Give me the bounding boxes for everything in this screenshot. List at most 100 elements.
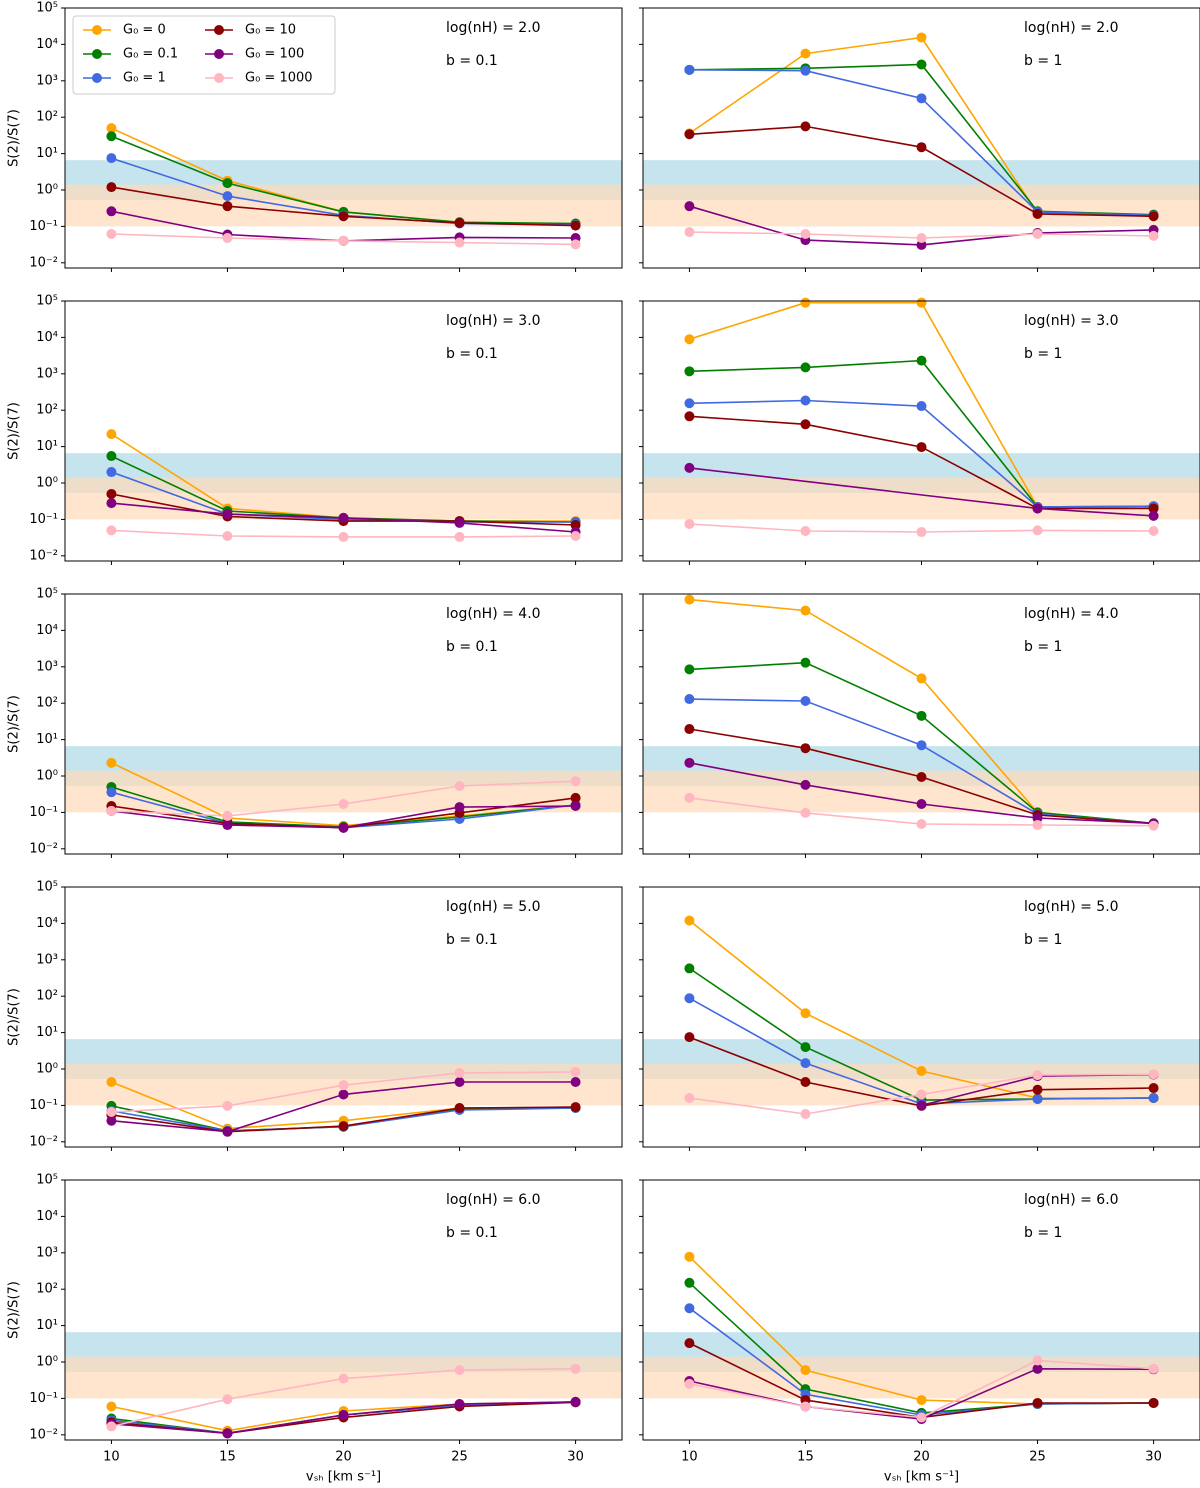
annotation: log(nH) = 6.0 bbox=[446, 1192, 541, 1208]
y-tick-label: 10³ bbox=[36, 659, 58, 674]
point bbox=[338, 211, 349, 222]
y-tick-label: 10² bbox=[36, 1282, 58, 1297]
y-tick-label: 10⁴ bbox=[36, 916, 58, 931]
point bbox=[800, 526, 811, 537]
point bbox=[1148, 1092, 1159, 1103]
annotation: log(nH) = 5.0 bbox=[446, 899, 541, 915]
point bbox=[454, 517, 465, 528]
point bbox=[684, 462, 695, 473]
point bbox=[684, 129, 695, 140]
point bbox=[800, 121, 811, 132]
point bbox=[454, 781, 465, 792]
point bbox=[570, 220, 581, 231]
point bbox=[454, 802, 465, 813]
annotation: log(nH) = 2.0 bbox=[1024, 20, 1119, 36]
annotation: b = 0.1 bbox=[446, 932, 498, 948]
point bbox=[570, 1076, 581, 1087]
point bbox=[916, 93, 927, 104]
y-tick-label: 10⁰ bbox=[36, 1062, 58, 1077]
point bbox=[916, 1395, 927, 1406]
point bbox=[222, 810, 233, 821]
legend-label: G₀ = 1 bbox=[123, 71, 166, 86]
point bbox=[684, 757, 695, 768]
y-tick-label: 10⁰ bbox=[36, 476, 58, 491]
point bbox=[1032, 813, 1043, 824]
point bbox=[800, 807, 811, 818]
panel: 10⁻² 10⁻¹ 10⁰ 10¹ 10² 10³ 10⁴ 10⁵ 10 15 20 25 30 vₛₕ … bbox=[7, 1173, 623, 1485]
point bbox=[916, 142, 927, 153]
annotation: log(nH) = 6.0 bbox=[1024, 1192, 1119, 1208]
point bbox=[1032, 1355, 1043, 1366]
point bbox=[916, 1100, 927, 1111]
x-tick-label: 25 bbox=[1029, 1450, 1046, 1465]
point bbox=[570, 520, 581, 531]
point bbox=[106, 429, 117, 440]
point bbox=[570, 531, 581, 542]
point bbox=[106, 1106, 117, 1117]
point bbox=[800, 228, 811, 239]
point bbox=[684, 398, 695, 409]
y-tick-label: 10¹ bbox=[36, 1318, 58, 1333]
legend-marker bbox=[92, 73, 102, 83]
point bbox=[916, 799, 927, 810]
point bbox=[916, 355, 927, 366]
point bbox=[800, 297, 811, 308]
point bbox=[338, 799, 349, 810]
point bbox=[684, 334, 695, 345]
panel: 10⁻² 10⁻¹ 10⁰ 10¹ 10² 10³ 10⁴ 10⁵ S(2)/S(7) log(n… bbox=[7, 587, 623, 858]
point bbox=[106, 206, 117, 217]
point bbox=[916, 1066, 927, 1077]
x-tick-label: 15 bbox=[797, 1450, 814, 1465]
annotation: b = 1 bbox=[1024, 53, 1062, 69]
annotation: b = 1 bbox=[1024, 639, 1062, 655]
point bbox=[338, 1080, 349, 1091]
point bbox=[1148, 230, 1159, 241]
x-tick-label: 20 bbox=[913, 1450, 930, 1465]
x-tick-label: 15 bbox=[219, 1450, 236, 1465]
point bbox=[570, 1363, 581, 1374]
point bbox=[916, 527, 927, 538]
point bbox=[1032, 1093, 1043, 1104]
point bbox=[684, 1303, 695, 1314]
point bbox=[1148, 503, 1159, 514]
y-tick-label: 10¹ bbox=[36, 1025, 58, 1040]
legend-box bbox=[72, 15, 336, 95]
y-axis-label: S(2)/S(7) bbox=[7, 988, 22, 1046]
legend-label: G₀ = 100 bbox=[245, 47, 304, 62]
point bbox=[222, 191, 233, 202]
point bbox=[222, 820, 233, 831]
point bbox=[106, 182, 117, 193]
point bbox=[222, 1126, 233, 1137]
point bbox=[1032, 1363, 1043, 1374]
point bbox=[800, 1042, 811, 1053]
plot-frame bbox=[64, 1179, 623, 1441]
point bbox=[106, 1401, 117, 1412]
point bbox=[800, 395, 811, 406]
point bbox=[800, 1365, 811, 1376]
point bbox=[106, 488, 117, 499]
point bbox=[1032, 1070, 1043, 1081]
point bbox=[684, 724, 695, 735]
y-tick-label: 10⁻¹ bbox=[29, 512, 58, 527]
point bbox=[570, 1066, 581, 1077]
point bbox=[916, 1412, 927, 1423]
panel: 10⁻² 10⁻¹ 10⁰ 10¹ 10² 10³ 10⁴ 10⁵ S(2)/S(7) log(n… bbox=[7, 1, 623, 272]
x-tick-label: 10 bbox=[103, 1450, 120, 1465]
point bbox=[916, 32, 927, 43]
y-tick-label: 10⁴ bbox=[36, 623, 58, 638]
point bbox=[1148, 1397, 1159, 1408]
point bbox=[684, 963, 695, 974]
point bbox=[684, 594, 695, 605]
point bbox=[684, 664, 695, 675]
y-tick-label: 10⁰ bbox=[36, 183, 58, 198]
point bbox=[454, 1067, 465, 1078]
point bbox=[916, 740, 927, 751]
legend-label: G₀ = 0 bbox=[123, 23, 166, 38]
annotation: b = 0.1 bbox=[446, 1225, 498, 1241]
point bbox=[1032, 228, 1043, 239]
point bbox=[338, 1410, 349, 1421]
y-tick-label: 10⁰ bbox=[36, 769, 58, 784]
point bbox=[338, 1373, 349, 1384]
y-tick-label: 10⁻² bbox=[29, 1134, 58, 1149]
point bbox=[106, 1076, 117, 1087]
